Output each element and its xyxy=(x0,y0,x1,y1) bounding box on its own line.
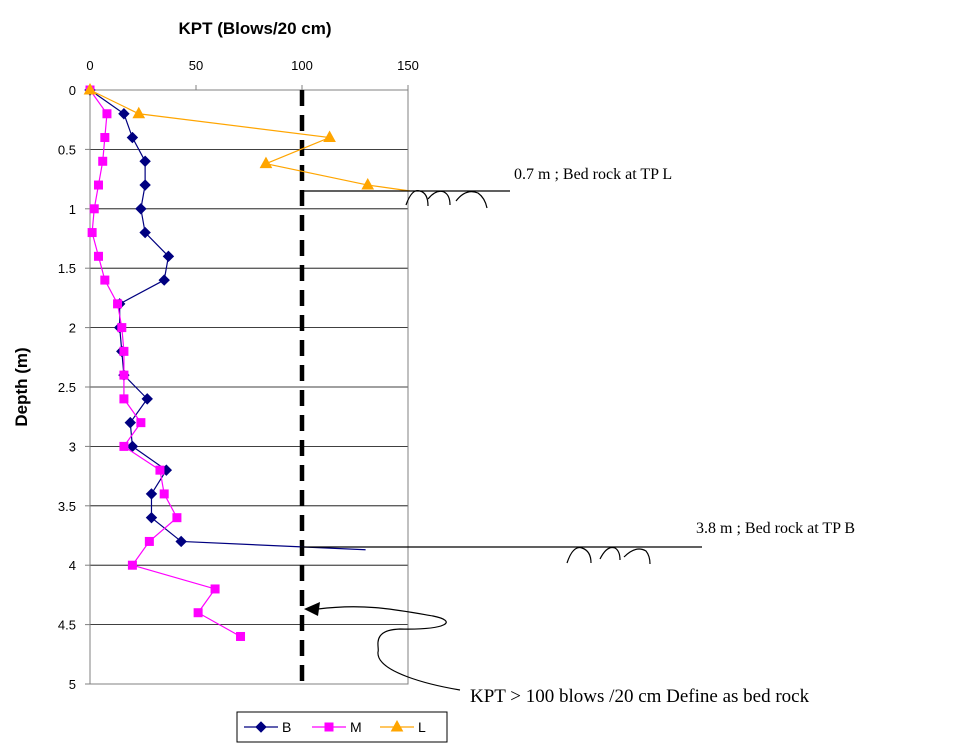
point-M-14 xyxy=(136,418,146,428)
y-tick-label-6: 3 xyxy=(69,439,76,454)
point-M-13 xyxy=(119,394,129,404)
point-B-17 xyxy=(145,488,158,500)
legend-marker-B xyxy=(255,721,267,733)
y-tick-label-9: 4.5 xyxy=(58,618,76,633)
x-axis-ticks: 0 50 100 150 xyxy=(86,58,419,90)
point-M-1 xyxy=(102,109,112,119)
legend-label-B: B xyxy=(282,719,291,735)
series-M xyxy=(85,85,246,641)
x-tick-label-0: 0 xyxy=(86,58,93,73)
y-tick-label-5: 2.5 xyxy=(58,380,76,395)
legend-label-M: M xyxy=(350,719,362,735)
point-M-8 xyxy=(100,275,110,285)
point-B-7 xyxy=(162,250,175,263)
point-M-2 xyxy=(100,133,110,143)
point-L-1 xyxy=(132,106,146,119)
y-tick-label-1: 0.5 xyxy=(58,142,76,157)
y-tick-label-4: 2 xyxy=(69,321,76,336)
y-tick-label-2: 1 xyxy=(69,202,76,217)
point-L-0 xyxy=(83,82,97,95)
point-M-12 xyxy=(119,370,129,380)
x-axis-title: KPT (Blows/20 cm) xyxy=(178,19,331,38)
point-L-2 xyxy=(323,130,336,143)
x-tick-label-2: 100 xyxy=(291,58,313,73)
point-B-4 xyxy=(139,179,151,191)
legend-marker-M xyxy=(324,722,334,732)
point-B-1 xyxy=(118,108,130,120)
point-M-5 xyxy=(89,204,99,214)
point-M-19 xyxy=(144,536,154,546)
y-axis-title: Depth (m) xyxy=(12,347,31,426)
y-axis-ticks: 0 0.5 1 1.5 2 2.5 3 3.5 4 4.5 5 xyxy=(58,83,90,692)
horizontal-gridlines xyxy=(90,148,408,625)
bedrock-marker-b xyxy=(300,546,702,565)
series-line-M xyxy=(89,89,241,638)
point-L-3 xyxy=(259,156,273,169)
point-M-18 xyxy=(172,513,182,523)
callout-arrow xyxy=(304,602,461,691)
legend-marker-L xyxy=(390,719,404,732)
point-M-7 xyxy=(93,251,103,261)
point-M-4 xyxy=(93,180,103,190)
y-tick-label-10: 5 xyxy=(69,677,76,692)
bedrock-marker-l xyxy=(300,189,510,209)
y-tick-label-3: 1.5 xyxy=(58,261,76,276)
point-M-16 xyxy=(155,465,165,475)
legend-label-L: L xyxy=(418,719,426,735)
point-M-6 xyxy=(87,228,97,238)
point-M-17 xyxy=(159,489,169,499)
point-B-6 xyxy=(139,226,151,239)
series-line-B xyxy=(89,89,366,551)
point-B-2 xyxy=(126,131,139,144)
point-M-3 xyxy=(98,156,108,166)
point-B-13 xyxy=(141,393,153,405)
y-tick-label-8: 4 xyxy=(69,558,76,573)
point-B-14 xyxy=(124,416,136,429)
point-B-18 xyxy=(145,511,158,524)
point-B-19 xyxy=(175,535,187,548)
series-group xyxy=(83,82,411,641)
point-M-9 xyxy=(113,299,123,309)
series-line-L xyxy=(89,89,411,192)
point-M-15 xyxy=(119,441,129,451)
annotation-bedrock-l: 0.7 m ; Bed rock at TP L xyxy=(514,166,672,183)
series-L xyxy=(83,82,411,192)
x-tick-label-3: 150 xyxy=(397,58,419,73)
point-B-3 xyxy=(139,155,151,167)
point-M-22 xyxy=(193,608,203,618)
x-tick-label-1: 50 xyxy=(189,58,203,73)
annotation-bedrock-definition: KPT > 100 blows /20 cm Define as bed roc… xyxy=(470,686,810,707)
annotation-bedrock-b: 3.8 m ; Bed rock at TP B xyxy=(696,520,855,537)
point-M-23 xyxy=(236,631,246,641)
series-B xyxy=(84,84,366,551)
point-M-10 xyxy=(117,323,127,333)
y-tick-label-0: 0 xyxy=(69,83,76,98)
point-M-11 xyxy=(119,346,129,356)
point-L-4 xyxy=(361,178,375,190)
point-B-8 xyxy=(158,274,170,286)
point-M-21 xyxy=(210,584,220,594)
point-B-5 xyxy=(135,203,147,215)
y-tick-label-7: 3.5 xyxy=(58,499,76,514)
point-M-20 xyxy=(127,560,137,570)
